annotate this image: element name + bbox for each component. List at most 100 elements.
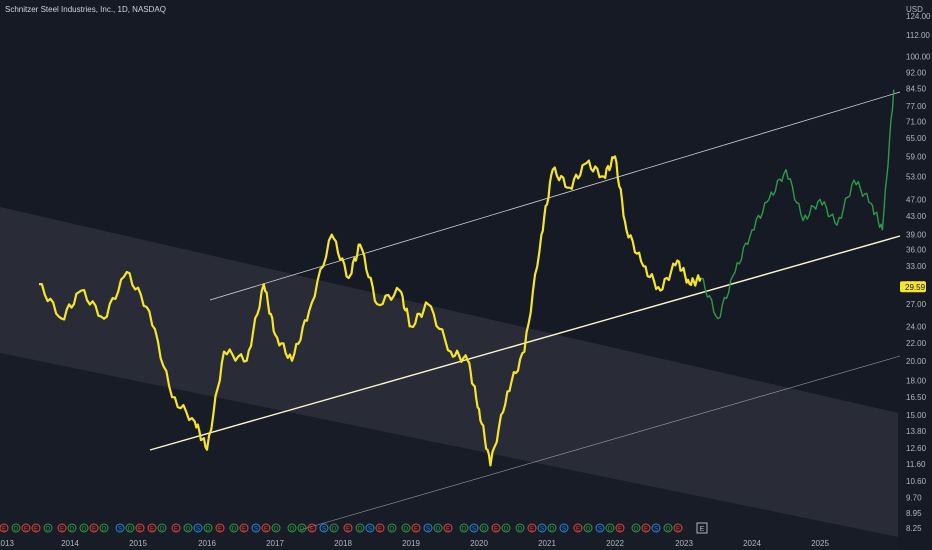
event-marker[interactable]: S — [559, 523, 569, 533]
event-marker[interactable]: E — [411, 523, 421, 533]
event-marker[interactable]: S — [251, 523, 261, 533]
event-marker[interactable]: S — [365, 523, 375, 533]
event-marker[interactable]: S — [651, 523, 661, 533]
event-marker[interactable]: E — [307, 523, 317, 533]
event-marker-label: E — [24, 527, 28, 533]
event-marker[interactable]: D — [67, 523, 77, 533]
event-marker[interactable]: D — [157, 523, 167, 533]
event-marker-label: E — [242, 527, 246, 533]
event-marker[interactable]: D — [297, 523, 307, 533]
event-marker-label: E — [494, 527, 498, 533]
price-tick-label: 65.00 — [906, 134, 927, 143]
event-marker[interactable]: D — [459, 523, 469, 533]
event-marker[interactable]: D — [329, 523, 339, 533]
price-tick-label: 8.95 — [906, 509, 922, 518]
time-tick-label: 2020 — [470, 539, 488, 548]
price-tick-label: 36.00 — [906, 246, 927, 255]
event-marker-circle — [527, 523, 537, 533]
event-marker[interactable]: E — [343, 523, 353, 533]
event-marker[interactable]: E — [573, 523, 583, 533]
event-marker-circle — [115, 523, 125, 533]
event-marker-circle — [401, 523, 411, 533]
price-tick-label: 15.00 — [906, 411, 927, 420]
event-marker[interactable]: D — [387, 523, 397, 533]
event-marker[interactable]: D — [501, 523, 511, 533]
event-marker-circle — [135, 523, 145, 533]
event-marker[interactable]: E — [615, 523, 625, 533]
event-marker-label: D — [290, 527, 295, 533]
event-marker[interactable]: E — [89, 523, 99, 533]
event-marker[interactable]: D — [583, 523, 593, 533]
event-marker[interactable]: D — [11, 523, 21, 533]
event-marker[interactable]: D — [401, 523, 411, 533]
event-marker-label: D — [206, 527, 211, 533]
event-marker[interactable]: D — [515, 523, 525, 533]
event-marker[interactable]: D — [479, 523, 489, 533]
time-tick-label: 2022 — [606, 539, 624, 548]
channel-lower-line — [299, 355, 901, 531]
event-marker[interactable]: E — [673, 523, 683, 533]
event-marker-circle — [469, 523, 479, 533]
event-marker[interactable]: E — [171, 523, 181, 533]
event-marker[interactable]: S — [423, 523, 433, 533]
event-marker[interactable]: D — [355, 523, 365, 533]
event-marker[interactable]: S — [537, 523, 547, 533]
event-marker[interactable]: D — [229, 523, 239, 533]
price-tick-label: 13.80 — [906, 427, 927, 436]
event-marker[interactable]: E — [0, 523, 9, 533]
event-marker[interactable]: D — [99, 523, 109, 533]
event-marker[interactable]: E — [215, 523, 225, 533]
price-axis[interactable]: 124.00 112.00 100.00 92.00 84.50 77.00 71.00 65… — [906, 12, 931, 533]
event-marker[interactable]: D — [183, 523, 193, 533]
event-marker[interactable]: E — [147, 523, 157, 533]
time-tick-label: 2013 — [0, 539, 14, 548]
event-marker[interactable]: D — [663, 523, 673, 533]
event-marker[interactable]: S — [193, 523, 203, 533]
event-marker[interactable]: E — [31, 523, 41, 533]
time-axis[interactable]: 2013 2014 2015 2016 2017 2018 2019 2020 2021 2022… — [0, 539, 829, 548]
event-marker[interactable]: E — [641, 523, 651, 533]
event-marker[interactable]: D — [547, 523, 557, 533]
event-marker[interactable]: D — [203, 523, 213, 533]
price-tick-label: 8.25 — [906, 524, 922, 533]
event-marker[interactable]: E — [375, 523, 385, 533]
price-tick-label: 124.00 — [906, 12, 931, 21]
event-marker-circle — [0, 523, 9, 533]
event-marker-label: D — [232, 527, 237, 533]
event-marker[interactable]: D — [433, 523, 443, 533]
event-marker-circle — [239, 523, 249, 533]
event-marker[interactable]: S — [115, 523, 125, 533]
time-tick-label: 2024 — [743, 539, 761, 548]
event-marker[interactable]: E — [239, 523, 249, 533]
event-marker[interactable]: E — [261, 523, 271, 533]
event-marker[interactable]: D — [125, 523, 135, 533]
event-marker[interactable]: S — [595, 523, 605, 533]
event-marker-label: D — [274, 527, 279, 533]
event-marker[interactable]: D — [287, 523, 297, 533]
price-tick-label: 59.00 — [906, 152, 927, 161]
time-tick-label: 2017 — [266, 539, 284, 548]
event-marker[interactable]: D — [271, 523, 281, 533]
event-marker-label: D — [160, 527, 165, 533]
event-marker-circle — [79, 523, 89, 533]
event-marker[interactable]: E — [57, 523, 67, 533]
event-marker[interactable]: D — [43, 523, 53, 533]
event-marker-circle — [537, 523, 547, 533]
event-marker-circle — [365, 523, 375, 533]
event-marker[interactable]: S — [319, 523, 329, 533]
event-marker[interactable]: E — [443, 523, 453, 533]
pending-earnings-marker[interactable] — [696, 522, 708, 534]
event-marker[interactable]: S — [469, 523, 479, 533]
event-marker-label: D — [186, 527, 191, 533]
price-tick-label: 9.70 — [906, 494, 922, 503]
event-marker[interactable]: E — [21, 523, 31, 533]
event-marker[interactable]: D — [605, 523, 615, 533]
event-marker[interactable]: E — [135, 523, 145, 533]
event-marker[interactable]: E — [491, 523, 501, 533]
time-tick-label: 2018 — [334, 539, 352, 548]
event-marker[interactable]: D — [631, 523, 641, 533]
event-marker-label: E — [264, 527, 268, 533]
event-marker[interactable]: D — [79, 523, 89, 533]
event-marker[interactable]: E — [527, 523, 537, 533]
